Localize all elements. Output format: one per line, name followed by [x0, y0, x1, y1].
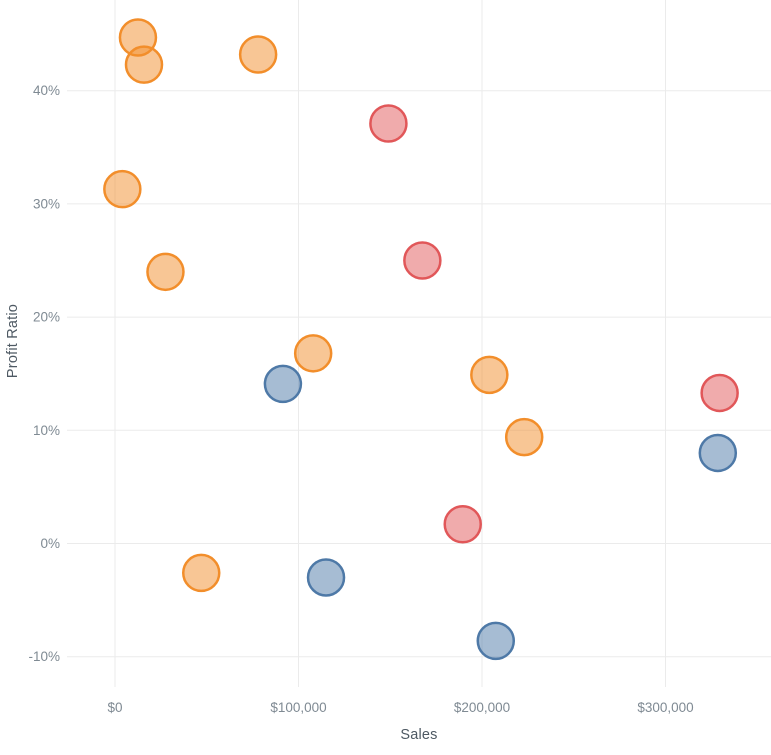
data-point-orange[interactable]: [103, 169, 142, 209]
data-point-blue[interactable]: [263, 364, 303, 404]
data-point-blue[interactable]: [306, 558, 346, 597]
data-point-orange[interactable]: [181, 553, 221, 593]
y-axis-title: Profit Ratio: [5, 303, 21, 379]
data-point-orange[interactable]: [146, 252, 185, 292]
data-point-red[interactable]: [403, 241, 442, 280]
x-tick-label: $0: [107, 700, 122, 715]
data-point-red[interactable]: [443, 505, 482, 544]
y-tick-label: 0%: [40, 536, 60, 551]
data-point-orange[interactable]: [470, 355, 509, 395]
y-tick-label: 30%: [33, 196, 60, 211]
x-tick-label: $200,000: [454, 700, 510, 715]
data-point-orange[interactable]: [238, 35, 278, 74]
y-tick-label: 10%: [33, 423, 60, 438]
data-point-orange[interactable]: [124, 45, 164, 84]
y-tick-label: -10%: [28, 649, 60, 664]
data-point-blue[interactable]: [698, 433, 738, 473]
data-point-orange[interactable]: [504, 417, 544, 457]
data-point-red[interactable]: [700, 373, 739, 413]
data-point-blue[interactable]: [476, 621, 516, 661]
x-axis-title: Sales: [400, 727, 438, 743]
x-tick-label: $100,000: [270, 700, 326, 715]
y-tick-label: 40%: [33, 83, 60, 98]
data-point-orange[interactable]: [293, 334, 333, 373]
data-point-red[interactable]: [369, 104, 408, 143]
x-tick-label: $300,000: [637, 700, 693, 715]
y-tick-label: 20%: [33, 310, 60, 325]
